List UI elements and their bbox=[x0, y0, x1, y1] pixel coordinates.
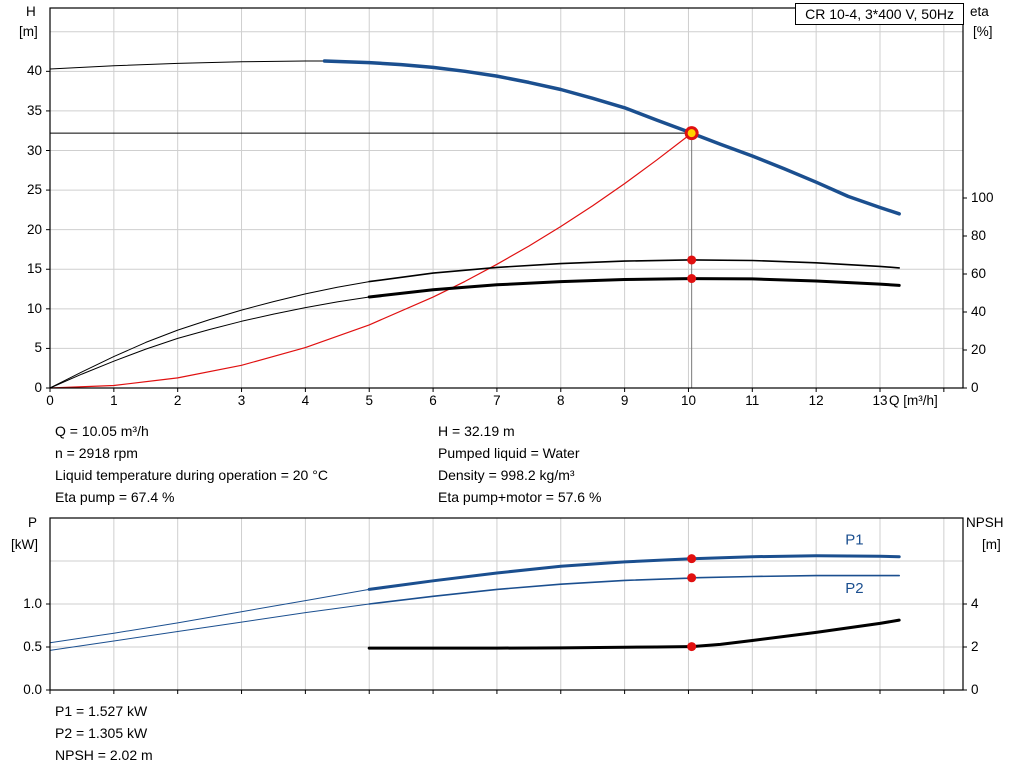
p1-value: P1 = 1.527 kW bbox=[55, 703, 148, 719]
y-right-tick-label: 40 bbox=[971, 304, 987, 319]
x-tick-label: 3 bbox=[237, 393, 246, 408]
x-tick-label: 10 bbox=[680, 393, 696, 408]
y-left-tick-label: 0.5 bbox=[23, 639, 42, 654]
eta-pump-value: Eta pump = 67.4 % bbox=[55, 489, 175, 505]
y-left-tick-label: 30 bbox=[26, 142, 42, 158]
value-dot-marker bbox=[687, 554, 697, 564]
x-tick-label: 11 bbox=[745, 393, 760, 408]
x-tick-label: 5 bbox=[365, 393, 373, 408]
y-right-tick-label: 100 bbox=[971, 190, 994, 205]
pumped-liquid-value: Pumped liquid = Water bbox=[438, 445, 580, 461]
x-tick-label: 4 bbox=[301, 393, 310, 408]
x-tick-label: 1 bbox=[110, 393, 118, 408]
y-left-tick-label: 5 bbox=[34, 340, 42, 356]
eta-pump-motor-curve bbox=[367, 277, 901, 299]
value-dot-marker bbox=[687, 255, 697, 265]
flow-value: Q = 10.05 m³/h bbox=[55, 423, 149, 439]
density-value: Density = 998.2 kg/m³ bbox=[438, 467, 575, 483]
head-axis-unit: [m] bbox=[19, 24, 38, 39]
eta-pump-motor-value: Eta pump+motor = 57.6 % bbox=[438, 489, 602, 505]
x-tick-label: 7 bbox=[493, 393, 501, 408]
x-tick-label: 0 bbox=[46, 393, 54, 408]
npsh-value: NPSH = 2.02 m bbox=[55, 747, 153, 763]
speed-value: n = 2918 rpm bbox=[55, 445, 138, 461]
curve-label: P1 bbox=[845, 532, 863, 549]
y-right-tick-label: 60 bbox=[971, 266, 987, 281]
plot-border bbox=[49, 7, 964, 389]
eta-pump-extension bbox=[49, 281, 370, 389]
curve-label: P2 bbox=[845, 580, 863, 597]
eta-axis-unit: [%] bbox=[973, 24, 993, 39]
head-axis-label: H bbox=[26, 4, 36, 19]
y-left-tick-label: 20 bbox=[26, 221, 42, 237]
x-tick-label: 6 bbox=[429, 393, 437, 408]
flow-axis-label: Q [m³/h] bbox=[889, 393, 938, 408]
y-left-tick-label: 1.0 bbox=[23, 596, 42, 611]
liquid-temp-value: Liquid temperature during operation = 20… bbox=[55, 467, 328, 483]
value-dot-marker bbox=[687, 573, 697, 583]
duty-point-marker bbox=[684, 126, 699, 141]
npsh-axis-unit: [m] bbox=[982, 537, 1001, 552]
y-right-tick-label: 80 bbox=[971, 228, 987, 243]
y-left-tick-label: 0.0 bbox=[23, 682, 42, 697]
y-left-tick-label: 35 bbox=[26, 102, 42, 118]
y-left-tick-label: 25 bbox=[26, 182, 42, 198]
value-dot-marker bbox=[687, 274, 697, 284]
x-tick-label: 8 bbox=[557, 393, 565, 408]
p2-value: P2 = 1.305 kW bbox=[55, 725, 148, 741]
npsh-curve bbox=[367, 618, 901, 650]
y-right-tick-label: 4 bbox=[971, 596, 979, 611]
head-curve bbox=[322, 59, 901, 216]
power-axis-unit: [kW] bbox=[11, 537, 38, 552]
y-left-tick-label: 40 bbox=[26, 63, 42, 79]
p1-extension bbox=[49, 588, 370, 644]
y-left-tick-label: 10 bbox=[26, 300, 42, 316]
x-tick-label: 2 bbox=[173, 393, 182, 408]
x-tick-label: 13 bbox=[872, 393, 888, 408]
y-right-tick-label: 0 bbox=[971, 682, 979, 697]
head-value: H = 32.19 m bbox=[438, 423, 515, 439]
x-tick-label: 12 bbox=[808, 393, 824, 408]
pump-model-box: CR 10-4, 3*400 V, 50Hz bbox=[795, 3, 964, 25]
value-dot-marker bbox=[687, 642, 697, 652]
power-axis-label: P bbox=[28, 515, 38, 530]
y-right-tick-label: 2 bbox=[971, 639, 979, 654]
npsh-axis-label: NPSH bbox=[966, 515, 1004, 530]
y-left-tick-label: 0 bbox=[34, 380, 42, 395]
head-curve-extension bbox=[49, 60, 325, 70]
duty-info-right: H = 32.19 m Pumped liquid = Water Densit… bbox=[438, 420, 601, 508]
system-curve bbox=[49, 132, 693, 389]
duty-info-left: Q = 10.05 m³/h n = 2918 rpm Liquid tempe… bbox=[55, 420, 328, 508]
eta-pump-motor-extension bbox=[49, 296, 370, 389]
power-info: P1 = 1.527 kW P2 = 1.305 kW NPSH = 2.02 … bbox=[55, 700, 153, 766]
y-right-tick-label: 20 bbox=[971, 342, 987, 357]
y-right-tick-label: 0 bbox=[971, 380, 979, 395]
p2-extension bbox=[49, 603, 370, 651]
eta-axis-label: eta bbox=[970, 4, 989, 19]
x-tick-label: 9 bbox=[620, 393, 629, 408]
y-left-tick-label: 15 bbox=[26, 261, 42, 277]
